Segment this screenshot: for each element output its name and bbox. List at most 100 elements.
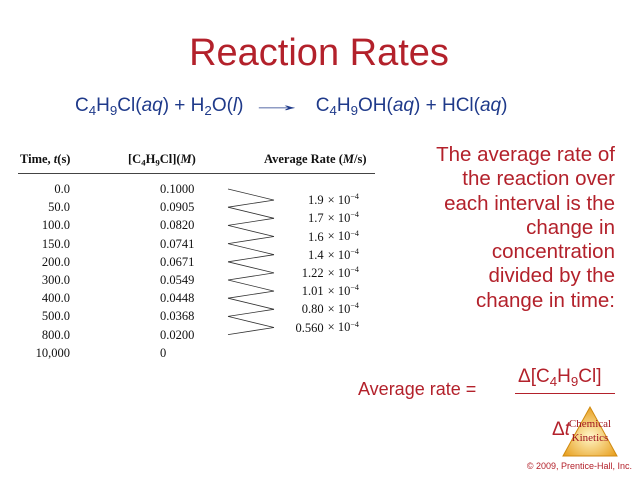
- f-part: Δ[C: [518, 366, 550, 387]
- conc-cell: 0.1000: [160, 182, 195, 196]
- logo-text: Chemical: [568, 418, 612, 430]
- rate-mantissa: 1.9: [308, 192, 324, 207]
- explanation: The average rate of the reaction over each…: [436, 143, 615, 313]
- conc-cell: 0.0820: [160, 218, 195, 233]
- slide-title: Reaction Rates: [189, 32, 449, 74]
- explanation-line: The average rate of: [436, 143, 615, 166]
- interval-line: [227, 199, 275, 208]
- hd-part: (s): [57, 152, 71, 166]
- eq-sub: 4: [88, 102, 97, 118]
- interval-line: [227, 290, 275, 299]
- rate-mantissa: 1.7: [308, 211, 324, 226]
- hd-part: [C: [128, 152, 142, 166]
- time-cell: 500.0: [41, 309, 70, 324]
- time-cell: 0.0: [54, 182, 70, 196]
- hd-part: /s): [354, 152, 367, 166]
- logo-triangle: [562, 405, 618, 457]
- f-part: H: [557, 366, 571, 387]
- rate-exponent: −4: [350, 264, 359, 274]
- conc-cell: 0.0741: [160, 236, 195, 251]
- eq-part: OH(: [358, 95, 393, 116]
- conc-cell: 0.0448: [160, 291, 195, 306]
- interval-line: [227, 206, 275, 219]
- formula-denominator: Δt: [552, 419, 570, 441]
- formula-label: Average rate =: [358, 379, 477, 399]
- time-cell: 300.0: [41, 273, 70, 287]
- eq-part: ) + HCl(: [414, 95, 480, 116]
- interval-line: [227, 225, 275, 237]
- rate-cell: 0.560 × 10−4: [296, 320, 359, 336]
- time-cell: 800.0: [41, 327, 70, 342]
- explanation-line: the reaction over: [462, 167, 615, 191]
- explanation-line: change in: [526, 215, 615, 239]
- time-cell: 10,000: [35, 345, 70, 360]
- hd-part: Time,: [20, 152, 54, 166]
- interval-line: [227, 327, 275, 335]
- eq-part: Cl(: [117, 95, 142, 116]
- formula-numerator: Δ[C4H9Cl]: [518, 366, 601, 389]
- time-cell: 50.0: [48, 200, 70, 215]
- hd-italic: M: [180, 152, 192, 166]
- interval-line: [227, 272, 275, 281]
- copyright: © 2009, Prentice-Hall, Inc.: [526, 461, 632, 471]
- explanation-line: divided by the: [488, 264, 615, 288]
- header-conc: [C4H9Cl](M): [128, 152, 196, 168]
- eq-sub: 4: [329, 102, 337, 118]
- explanation-line: concentration: [491, 240, 615, 264]
- hd-part: Cl](: [159, 152, 181, 166]
- eq-italic: aq: [479, 95, 502, 116]
- rate-exponent: −4: [350, 246, 359, 256]
- hd-italic: t: [53, 152, 58, 166]
- conc-cell: 0.0905: [160, 200, 195, 215]
- interval-line: [227, 279, 275, 292]
- interval-line: [227, 261, 275, 274]
- f-part: Cl]: [578, 366, 602, 387]
- eq-arrow: →: [246, 95, 308, 116]
- interval-line: [227, 243, 275, 256]
- eq-italic: l: [232, 95, 238, 116]
- rate-base: × 10: [327, 229, 351, 244]
- header-rate: Average Rate (M/s): [264, 152, 367, 167]
- interval-line: [227, 254, 275, 263]
- conc-cell: 0.0368: [160, 309, 195, 324]
- logo-text: Kinetics: [571, 432, 609, 444]
- eq-sub: 2: [204, 102, 212, 118]
- time-cell: 100.0: [41, 218, 70, 233]
- eq-italic: aq: [392, 95, 414, 116]
- rate-cell: 1.7 × 10−4: [308, 210, 359, 226]
- time-cell: 150.0: [41, 236, 70, 251]
- hd-part: H: [145, 152, 156, 166]
- rate-mantissa: 1.6: [308, 229, 324, 244]
- rate-mantissa: 1.01: [301, 283, 324, 298]
- rate-mantissa: 0.80: [301, 302, 324, 317]
- hd-italic: M: [342, 152, 355, 166]
- rate-exponent: −4: [350, 319, 359, 329]
- interval-line: [227, 297, 275, 310]
- rate-cell: 1.01 × 10−4: [302, 283, 359, 299]
- f-sub: 9: [570, 373, 579, 389]
- eq-part: H: [96, 95, 110, 116]
- eq-part: O(: [211, 95, 233, 116]
- eq-sub: 9: [109, 102, 118, 118]
- eq-part: ) + H: [162, 95, 205, 116]
- rate-cell: 0.80 × 10−4: [302, 301, 359, 317]
- conc-cell: 0.0200: [160, 327, 195, 342]
- header-rule: [18, 173, 375, 174]
- interval-line: [227, 308, 275, 317]
- eq-italic: aq: [141, 95, 163, 116]
- rate-exponent: −4: [350, 283, 359, 293]
- rate-cell: 1.9 × 10−4: [308, 192, 359, 208]
- rate-base: × 10: [327, 192, 351, 207]
- interval-line: [227, 188, 275, 201]
- rate-base: × 10: [327, 283, 351, 298]
- hd-part: Average Rate (: [264, 152, 343, 166]
- rate-base: × 10: [327, 320, 351, 335]
- rate-base: × 10: [327, 265, 351, 280]
- rate-base: × 10: [327, 302, 351, 317]
- f-sub: 4: [549, 373, 558, 389]
- explanation-line: each interval is the: [444, 191, 615, 215]
- time-cell: 400.0: [41, 291, 70, 306]
- rate-cell: 1.22 × 10−4: [302, 265, 359, 281]
- rate-exponent: −4: [350, 192, 359, 202]
